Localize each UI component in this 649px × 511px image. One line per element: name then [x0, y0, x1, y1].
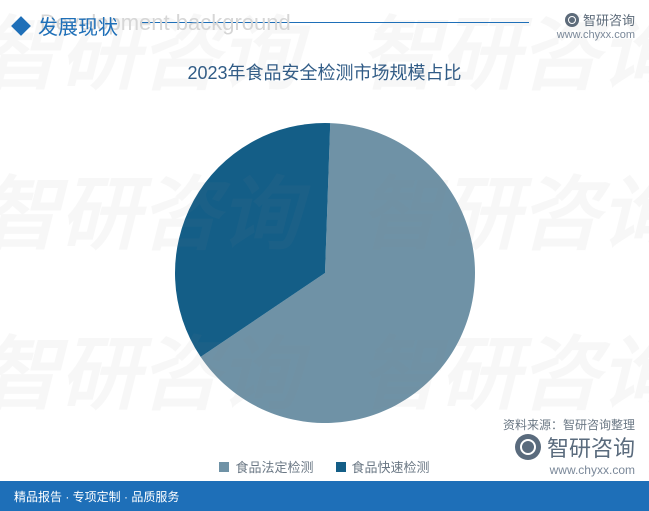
header-left: Development background 发展现状: [14, 11, 118, 40]
pie-chart: [155, 103, 495, 443]
brand-url: www.chyxx.com: [557, 29, 635, 41]
source-text: 智研咨询整理: [563, 418, 635, 432]
source-label: 资料来源：: [503, 418, 563, 432]
header: Development background 发展现状 智研咨询 www.chy…: [0, 0, 649, 45]
footer-brand: 智研咨询 www.chyxx.com: [515, 431, 635, 477]
diamond-icon: [11, 16, 31, 36]
section-title: 发展现状: [38, 11, 118, 40]
legend-label: 食品法定检测: [235, 457, 313, 476]
chart-area: [0, 103, 649, 443]
footer-brand-url: www.chyxx.com: [550, 463, 635, 477]
legend-label: 食品快速检测: [352, 457, 430, 476]
brand: 智研咨询 www.chyxx.com: [557, 10, 635, 41]
legend-swatch-icon: [219, 462, 229, 472]
footer-left-text: 精品报告 · 专项定制 · 品质服务: [14, 488, 179, 505]
legend-swatch-icon: [336, 462, 346, 472]
footer-brand-name: 智研咨询: [547, 431, 635, 463]
footer-bar: 精品报告 · 专项定制 · 品质服务: [0, 481, 649, 511]
legend-item: 食品快速检测: [336, 457, 430, 476]
footer-brand-top: 智研咨询: [515, 431, 635, 463]
brand-name: 智研咨询: [583, 10, 635, 29]
footer-brand-logo-icon: [515, 434, 541, 460]
brand-logo-icon: [565, 13, 579, 27]
legend-item: 食品法定检测: [219, 457, 313, 476]
chart-title: 2023年食品安全检测市场规模占比: [0, 59, 649, 85]
brand-top: 智研咨询: [565, 10, 635, 29]
